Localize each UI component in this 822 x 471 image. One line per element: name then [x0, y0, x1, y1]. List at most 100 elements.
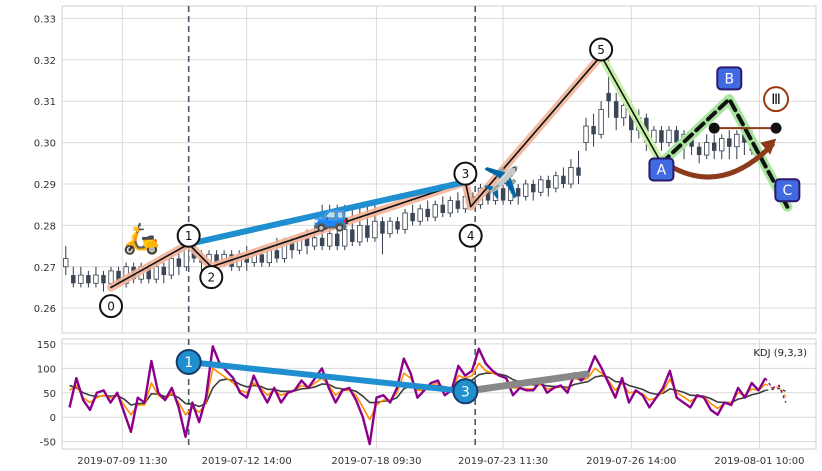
abc-label-box	[648, 157, 675, 182]
price-y-tick-label: 0.32	[34, 56, 56, 67]
candle-body-down	[86, 275, 91, 284]
indicator-title: KDJ (9,3,3)	[753, 348, 807, 359]
candle-body-up	[583, 125, 589, 143]
candle-body-up	[704, 142, 710, 156]
candle-body-down	[365, 225, 370, 238]
level-dot-left	[708, 122, 720, 134]
x-tick-label: 2019-07-09 11:30	[77, 456, 167, 467]
price-y-tick-label: 0.33	[34, 14, 56, 25]
price-y-tick-label: 0.30	[34, 139, 56, 150]
candle-body-up	[568, 167, 574, 185]
candle-body-down	[410, 212, 415, 222]
kdj-line-d-projection	[765, 383, 787, 398]
price-y-tick-label: 0.29	[34, 180, 56, 191]
candle-body-down	[289, 241, 295, 251]
candle-body-down	[101, 275, 106, 284]
candle-body-down	[334, 233, 340, 247]
wave-label-circle	[589, 37, 614, 62]
indicator-gray-trend	[461, 370, 590, 395]
candle-body-down	[176, 258, 182, 267]
candle-body-up	[168, 258, 174, 276]
indicator-wave-circle	[175, 348, 202, 375]
candle-body-up	[78, 274, 84, 284]
candle-body-down	[659, 130, 664, 143]
candle-body-down	[161, 266, 167, 276]
indicator-overlays: 13	[175, 348, 590, 405]
candle-body-up	[621, 104, 627, 119]
candle-body-down	[500, 188, 506, 201]
indicator-y-tick-label: 150	[37, 340, 56, 351]
wave-label-circle	[176, 223, 201, 248]
candle-body-down	[546, 179, 551, 189]
candle-body-down	[146, 266, 151, 280]
candle-body-up	[153, 266, 159, 280]
x-tick-label: 2019-07-23 11:30	[458, 456, 548, 467]
x-tick-label: 2019-07-26 14:00	[586, 456, 676, 467]
candle-body-up	[357, 224, 363, 243]
candle-body-down	[629, 105, 634, 131]
indicator-grid	[62, 339, 816, 449]
x-tick-label: 2019-08-01 10:00	[714, 456, 804, 467]
candle-body-up	[447, 200, 453, 214]
wave-label-text: 5	[597, 43, 605, 57]
wave-label-circle	[99, 294, 124, 319]
price-y-axis: 0.26 0.27 0.28 0.29 0.30 0.31 0.32 0.33	[34, 14, 56, 315]
candle-body-up	[372, 220, 378, 239]
kdj-line-d	[69, 362, 766, 421]
candle-body-up	[63, 258, 69, 268]
abc-dashed-line	[659, 97, 790, 209]
candle-body-down	[71, 275, 76, 284]
candle-body-up	[417, 208, 423, 222]
curved-arrow-head	[760, 138, 777, 155]
candle-body-up	[734, 133, 740, 148]
candle-body-up	[311, 237, 318, 247]
candle-body-up	[598, 109, 604, 135]
candle-body-up	[93, 274, 99, 284]
kdj-line-j	[68, 345, 767, 446]
wave-label-text: 2	[207, 271, 215, 285]
wave-label-text: 0	[107, 300, 115, 314]
roman-marker-circle	[763, 86, 790, 113]
candle-body-down	[259, 254, 265, 263]
candle-body-down	[455, 200, 461, 209]
candle-body-down	[613, 101, 619, 118]
candle-body-up	[507, 187, 514, 201]
level-dot-right	[770, 122, 782, 134]
candle-body-up	[108, 270, 114, 284]
candle-body-down	[531, 183, 536, 193]
candle-body-down	[576, 167, 581, 176]
candle-body-down	[440, 204, 446, 213]
abc-label-text: C	[782, 183, 792, 199]
emoji-mark: 🚙	[312, 199, 349, 234]
candle-body-down	[214, 254, 219, 263]
candle-body-down	[380, 221, 385, 234]
candle-body-down	[274, 250, 280, 259]
candle-body-up	[327, 233, 333, 247]
indicator-y-axis: -50 0 50 100 150	[37, 340, 56, 449]
candle-body-up	[402, 212, 408, 230]
candle-body-down	[515, 188, 521, 197]
indicator-y-tick-label: 0	[50, 413, 56, 424]
price-panel: 0.26 0.27 0.28 0.29 0.30 0.31 0.32 0.33 🛵 🚙 ✈️ 0 1 2…	[34, 5, 817, 334]
abc-label-box	[716, 66, 743, 91]
price-plot-area	[61, 5, 817, 334]
candle-body-up	[523, 183, 529, 197]
wave-label-text: 1	[185, 229, 193, 243]
roman-marker-text: Ⅲ	[771, 92, 781, 108]
candle-body-down	[742, 134, 747, 143]
candle-body-down	[350, 229, 355, 242]
candle-body-down	[561, 175, 566, 184]
candle-body-up	[342, 229, 348, 247]
price-y-tick-label: 0.28	[34, 221, 56, 232]
wave-label-circle	[199, 265, 224, 290]
indicator-wave-circle	[452, 378, 479, 405]
price-y-tick-label: 0.27	[34, 263, 56, 274]
emoji-mark: ✈️	[483, 163, 520, 200]
abc-label-box	[774, 178, 801, 203]
indicator-y-tick-label: 50	[43, 389, 56, 400]
x-tick-label: 2019-07-12 14:00	[202, 456, 292, 467]
candle-body-down	[319, 237, 325, 247]
indicator-wave-text: 1	[184, 355, 193, 371]
